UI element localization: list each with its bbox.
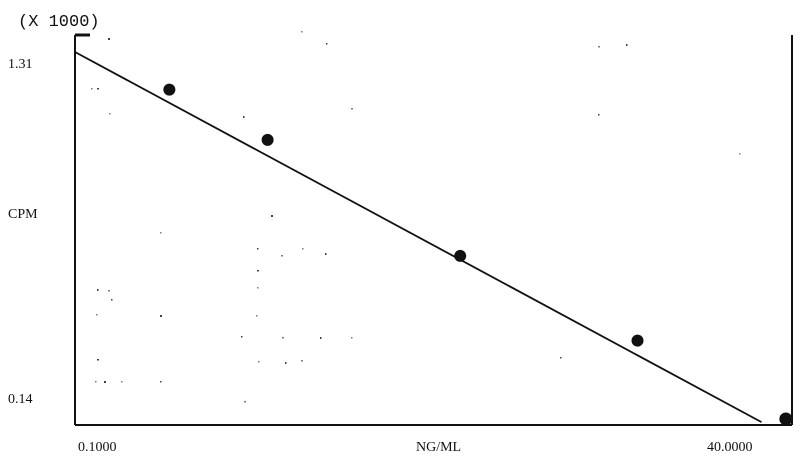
scan-speck	[257, 248, 259, 250]
y-tick-bottom: 0.14	[8, 392, 33, 407]
scan-speck	[244, 401, 246, 403]
scan-speck	[91, 88, 93, 90]
data-point	[779, 412, 793, 426]
data-point	[261, 133, 274, 146]
data-point	[163, 83, 176, 96]
scan-speck	[97, 88, 99, 90]
data-point	[631, 334, 644, 347]
fit-line-layer	[74, 51, 762, 423]
scan-speck	[598, 114, 600, 116]
scan-speck	[301, 360, 303, 362]
scan-speck	[96, 314, 98, 316]
scan-speck	[325, 253, 327, 255]
x-tick-right: 40.0000	[707, 440, 753, 455]
x-tick-left: 0.1000	[78, 440, 117, 455]
scan-speck	[160, 315, 162, 317]
scan-speck	[739, 153, 741, 155]
scan-speck	[282, 337, 284, 339]
scan-speck	[351, 108, 353, 110]
scan-speck	[97, 359, 99, 361]
fit-line	[74, 51, 762, 423]
scan-speck	[257, 270, 259, 272]
scan-speck	[301, 31, 303, 33]
scan-speck	[281, 255, 283, 257]
data-point	[454, 249, 467, 262]
scan-speck	[302, 248, 304, 250]
points-layer	[163, 83, 793, 426]
scan-speck	[121, 381, 123, 383]
scan-speck	[626, 44, 628, 46]
axes-frame	[74, 33, 793, 426]
scan-speck	[243, 116, 245, 118]
scan-speck	[271, 215, 273, 217]
scan-speck	[257, 287, 259, 289]
scan-speck	[598, 46, 600, 48]
scan-speck	[560, 357, 562, 359]
scan-speck	[104, 381, 106, 383]
scan-speck	[95, 381, 97, 383]
scan-speck	[160, 232, 162, 234]
scan-speck	[285, 362, 287, 364]
x-axis-label: NG/ML	[416, 440, 461, 455]
scan-speck	[256, 315, 258, 317]
scan-speck	[258, 361, 260, 363]
scan-speck	[320, 337, 322, 339]
scan-speck	[108, 290, 110, 292]
scan-speck	[160, 381, 162, 383]
scan-speck	[111, 299, 113, 301]
scan-noise	[91, 31, 741, 403]
scan-speck	[109, 113, 111, 115]
scan-speck	[108, 38, 110, 40]
multiplier-label: (X 1000)	[18, 13, 100, 32]
scan-speck	[326, 43, 328, 45]
scan-speck	[97, 289, 99, 291]
scan-speck	[351, 337, 353, 339]
y-axis-label: CPM	[8, 207, 38, 222]
scan-speck	[241, 336, 243, 338]
y-tick-top: 1.31	[8, 57, 33, 72]
